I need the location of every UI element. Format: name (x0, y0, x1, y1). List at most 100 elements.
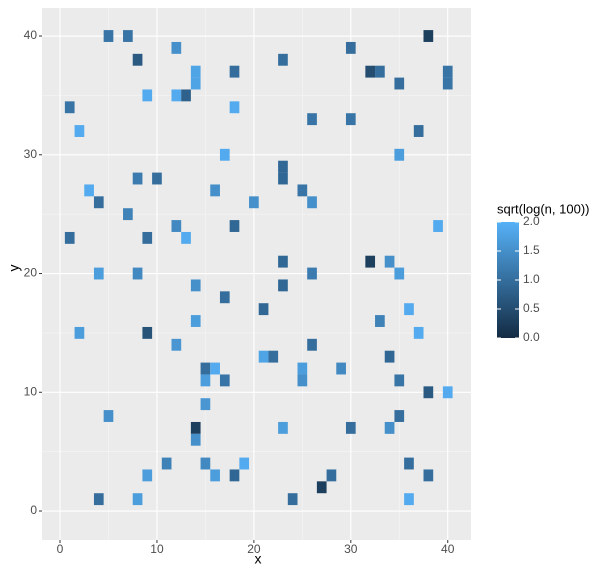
colorbar-label: 0.0 (523, 330, 540, 344)
tile (64, 231, 75, 244)
y-tick-label: 30 (24, 147, 38, 161)
colorbar-label: 1.5 (523, 243, 540, 257)
tile (258, 350, 269, 363)
tile (433, 220, 443, 232)
tile (278, 53, 288, 66)
tile (132, 493, 143, 506)
tile (219, 148, 230, 161)
tile (93, 493, 104, 506)
tile (345, 113, 356, 126)
legend-title: sqrt(log(n, 100)) (497, 201, 589, 216)
x-tick-label: 0 (57, 542, 64, 556)
tile (423, 469, 434, 482)
x-axis-title: x (255, 551, 262, 567)
tile (210, 184, 220, 197)
colorbar-label: 2.0 (523, 214, 540, 228)
tile (229, 65, 240, 78)
tile (93, 267, 104, 280)
tile (394, 267, 405, 280)
tile (442, 65, 453, 78)
tile (181, 231, 191, 244)
tile (268, 350, 279, 363)
tile (394, 410, 405, 422)
colorbar-label: 0.5 (523, 301, 540, 315)
tile (219, 291, 230, 304)
tile (413, 326, 424, 339)
tile (190, 279, 201, 292)
tile (442, 77, 453, 90)
tile (229, 469, 240, 482)
tile (123, 208, 133, 221)
tile (278, 421, 288, 434)
tile (442, 386, 453, 399)
y-tick-label: 10 (24, 384, 38, 398)
tile (171, 41, 182, 54)
tile (64, 101, 75, 114)
tile (229, 220, 240, 232)
tile (326, 469, 337, 482)
tile (394, 148, 405, 161)
x-tick-label: 20 (247, 542, 261, 556)
tile (229, 101, 240, 114)
tile (307, 113, 317, 126)
tile (307, 338, 317, 351)
tile (345, 41, 356, 54)
tile (74, 326, 85, 339)
tile (171, 338, 182, 351)
tile (345, 421, 356, 434)
tile (74, 125, 85, 137)
tile (103, 30, 114, 42)
tile (278, 255, 288, 268)
tile (404, 457, 414, 470)
tile (142, 231, 153, 244)
tile (152, 172, 162, 185)
tile (219, 374, 230, 387)
tile (103, 410, 114, 422)
tile (423, 386, 434, 399)
tile (142, 89, 153, 102)
tile (365, 255, 376, 268)
tile (278, 172, 288, 185)
tile (384, 255, 395, 268)
tile (404, 493, 414, 506)
tile (413, 125, 424, 137)
tile (161, 457, 172, 470)
tile (142, 326, 153, 339)
tile (423, 30, 434, 42)
tile (93, 196, 104, 209)
tile (307, 196, 317, 209)
tile (278, 279, 288, 292)
tile (365, 65, 376, 78)
tile (190, 421, 201, 434)
x-tick-label: 10 (150, 542, 164, 556)
tile (200, 374, 211, 387)
tile (190, 65, 201, 78)
tile (210, 362, 220, 375)
tile (132, 172, 143, 185)
tile (84, 184, 94, 197)
tile (297, 362, 308, 375)
tile (384, 421, 395, 434)
tile (171, 220, 182, 232)
tile (200, 457, 211, 470)
tile (123, 30, 133, 42)
tile (239, 457, 250, 470)
tile (210, 469, 220, 482)
x-tick-label: 30 (344, 542, 358, 556)
tile (190, 315, 201, 327)
tile (375, 315, 385, 327)
tile (287, 493, 298, 506)
tile (200, 362, 211, 375)
tile (200, 398, 211, 411)
tile (132, 267, 143, 280)
tile (171, 89, 182, 102)
tile (336, 362, 346, 375)
tile (132, 53, 143, 66)
colorbar-label: 1.0 (523, 272, 540, 286)
tile (142, 469, 153, 482)
y-tick-label: 40 (24, 28, 38, 42)
tile (384, 350, 395, 363)
tile (316, 481, 327, 494)
tile (258, 303, 269, 316)
